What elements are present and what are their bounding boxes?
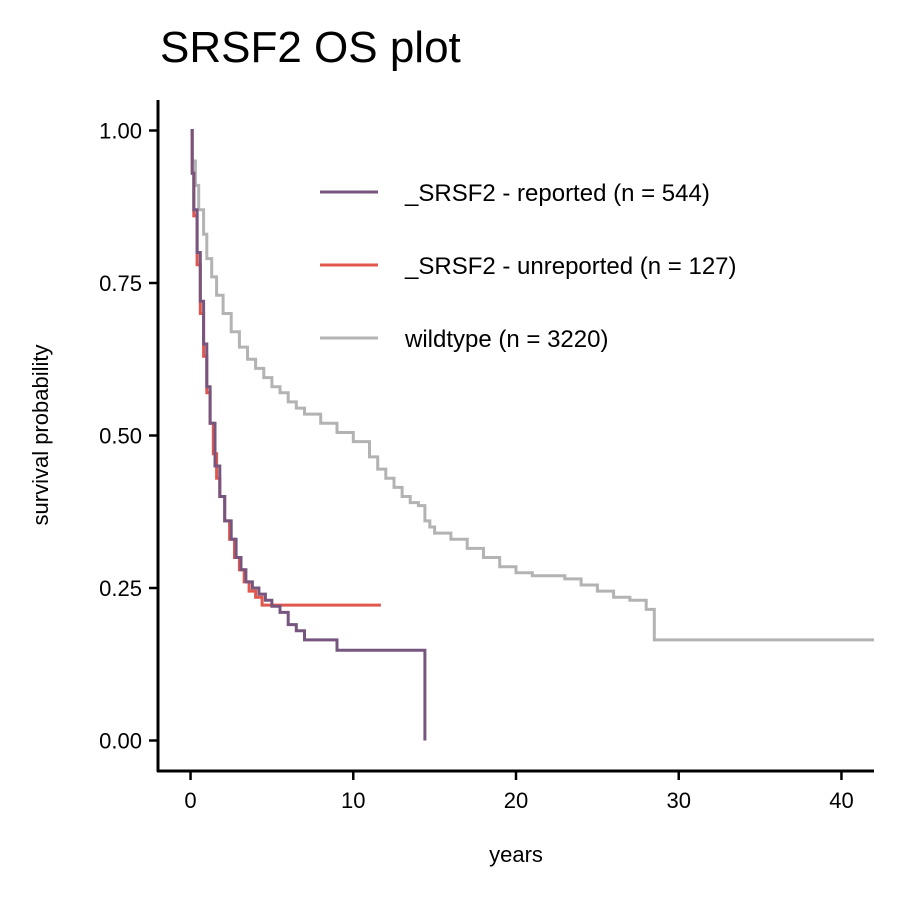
y-tick-label: 0.00 [99, 729, 142, 754]
x-tick-label: 0 [184, 788, 196, 813]
series-line-srsf2-reported-n-544 [190, 129, 427, 741]
legend: _SRSF2 - reported (n = 544) _SRSF2 - unre… [320, 180, 737, 353]
x-tick-label: 40 [829, 788, 853, 813]
y-tick-label: 0.75 [99, 271, 142, 296]
legend-label: _SRSF2 - unreported (n = 127) [404, 253, 737, 280]
y-ticks: 0.00 0.25 0.50 0.75 1.00 [99, 119, 158, 754]
series-line-srsf2-unreported-n-127 [190, 129, 381, 607]
y-tick-label: 1.00 [99, 119, 142, 144]
y-axis-title: survival probability [28, 345, 53, 526]
legend-label: wildtype (n = 3220) [404, 326, 608, 353]
x-ticks: 0 10 20 30 40 [184, 771, 854, 813]
series-group [190, 129, 874, 741]
y-tick-label: 0.50 [99, 424, 142, 449]
x-axis-title: years [489, 842, 543, 867]
legend-label: _SRSF2 - reported (n = 544) [404, 180, 710, 207]
y-tick-label: 0.25 [99, 576, 142, 601]
x-tick-label: 20 [504, 788, 528, 813]
x-tick-label: 30 [666, 788, 690, 813]
chart-title: SRSF2 OS plot [160, 23, 461, 72]
axes: 0.00 0.25 0.50 0.75 1.00 0 10 20 30 40 [99, 100, 874, 813]
series-line-wildtype-n-3220 [190, 129, 874, 642]
x-tick-label: 10 [341, 788, 365, 813]
